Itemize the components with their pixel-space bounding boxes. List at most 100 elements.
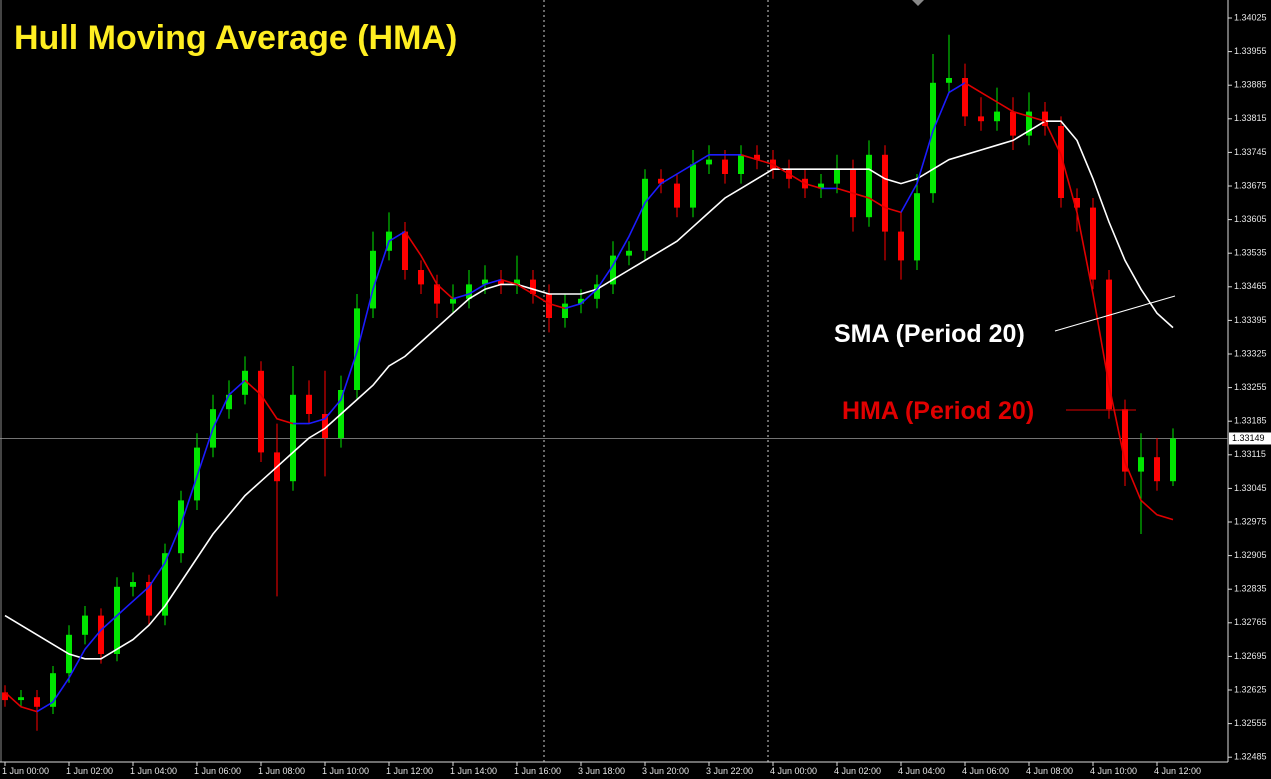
moving-average-line (4, 120, 1174, 660)
candle-body (130, 582, 136, 587)
y-tick-label: 1.33465 (1234, 281, 1267, 291)
candle-body (402, 231, 408, 270)
moving-average-line (964, 82, 1174, 521)
y-tick-label: 1.34025 (1234, 12, 1267, 22)
current-price-label: 1.33149 (1232, 433, 1265, 443)
candle-body (610, 255, 616, 285)
candle-body (146, 582, 152, 616)
moving-average-line (500, 278, 566, 310)
candle-body (98, 615, 104, 654)
candle-body (50, 673, 56, 707)
candle-body (34, 697, 40, 707)
y-tick-label: 1.32625 (1234, 684, 1267, 694)
candle-body (1058, 126, 1064, 198)
x-tick-label: 1 Jun 00:00 (2, 766, 49, 776)
y-tick-label: 1.32905 (1234, 550, 1267, 560)
hma-annotation: HMA (Period 20) (842, 397, 1034, 425)
candle-body (674, 183, 680, 208)
candle-body (466, 284, 472, 299)
candle-body (754, 154, 760, 160)
candle-body (82, 615, 88, 635)
chart-title: Hull Moving Average (HMA) (14, 19, 457, 57)
candle-body (114, 586, 120, 654)
candle-body (1170, 438, 1176, 482)
x-tick-label: 3 Jun 22:00 (706, 766, 753, 776)
y-tick-label: 1.33325 (1234, 348, 1267, 358)
candle-body (18, 697, 24, 701)
candle-body (322, 414, 328, 438)
x-tick-label: 1 Jun 12:00 (386, 766, 433, 776)
moving-average-line (900, 82, 966, 213)
y-tick-label: 1.33045 (1234, 483, 1267, 493)
x-tick-label: 4 Jun 00:00 (770, 766, 817, 776)
candle-body (1042, 111, 1048, 126)
candle-body (514, 279, 520, 285)
candle-body (370, 250, 376, 309)
y-tick-label: 1.33955 (1234, 46, 1267, 56)
sma-annotation: SMA (Period 20) (834, 320, 1025, 348)
candle-body (498, 279, 504, 285)
candle-body (994, 111, 1000, 122)
y-tick-label: 1.33605 (1234, 214, 1267, 224)
y-tick-label: 1.32835 (1234, 584, 1267, 594)
x-tick-label: 4 Jun 04:00 (898, 766, 945, 776)
y-tick-label: 1.33255 (1234, 382, 1267, 392)
candle-body (530, 279, 536, 294)
candle-body (834, 169, 840, 184)
y-tick-label: 1.33815 (1234, 113, 1267, 123)
moving-average-line (244, 379, 294, 425)
y-tick-label: 1.32765 (1234, 617, 1267, 627)
x-tick-label: 4 Jun 08:00 (1026, 766, 1073, 776)
current-price-box (1229, 432, 1271, 445)
y-tick-label: 1.32555 (1234, 718, 1267, 728)
candle-body (418, 270, 424, 285)
moving-average-line (452, 278, 502, 300)
x-tick-label: 4 Jun 12:00 (1154, 766, 1201, 776)
candle-body (1090, 207, 1096, 280)
y-tick-label: 1.32485 (1234, 752, 1267, 762)
x-tick-label: 1 Jun 14:00 (450, 766, 497, 776)
x-tick-label: 1 Jun 02:00 (66, 766, 113, 776)
moving-average-line (404, 231, 454, 300)
x-tick-label: 3 Jun 20:00 (642, 766, 689, 776)
candle-body (434, 284, 440, 304)
candle-body (642, 178, 648, 251)
y-tick-label: 1.33535 (1234, 248, 1267, 258)
plot-area (0, 34, 1228, 731)
moving-average-line (293, 230, 406, 425)
candle-body (738, 154, 744, 174)
y-tick-label: 1.33675 (1234, 180, 1267, 190)
candle-body (882, 154, 888, 232)
candle-body (1138, 457, 1144, 472)
candle-body (722, 159, 728, 174)
candle-body (546, 294, 552, 318)
shift-marker (912, 0, 924, 6)
y-tick-label: 1.32695 (1234, 651, 1267, 661)
y-tick-label: 1.33395 (1234, 315, 1267, 325)
candle-body (306, 394, 312, 414)
y-tick-label: 1.33185 (1234, 416, 1267, 426)
y-tick-label: 1.33115 (1234, 449, 1266, 459)
candle-body (898, 231, 904, 261)
candle-body (162, 553, 168, 616)
candle-body (818, 183, 824, 189)
x-tick-label: 1 Jun 06:00 (194, 766, 241, 776)
candle-body (1026, 111, 1032, 136)
x-tick-label: 4 Jun 06:00 (962, 766, 1009, 776)
candle-body (930, 82, 936, 194)
moving-average-line (4, 691, 38, 713)
y-tick-label: 1.33745 (1234, 147, 1267, 157)
candle-body (690, 164, 696, 208)
candle-body (178, 500, 184, 554)
moving-average-line (836, 187, 902, 214)
candle-body (978, 116, 984, 122)
x-tick-label: 1 Jun 04:00 (130, 766, 177, 776)
candle-body (578, 298, 584, 304)
candle-body (2, 692, 8, 701)
candle-body (290, 394, 296, 482)
annotation-pointer (1054, 295, 1176, 332)
x-tick-label: 4 Jun 10:00 (1090, 766, 1137, 776)
